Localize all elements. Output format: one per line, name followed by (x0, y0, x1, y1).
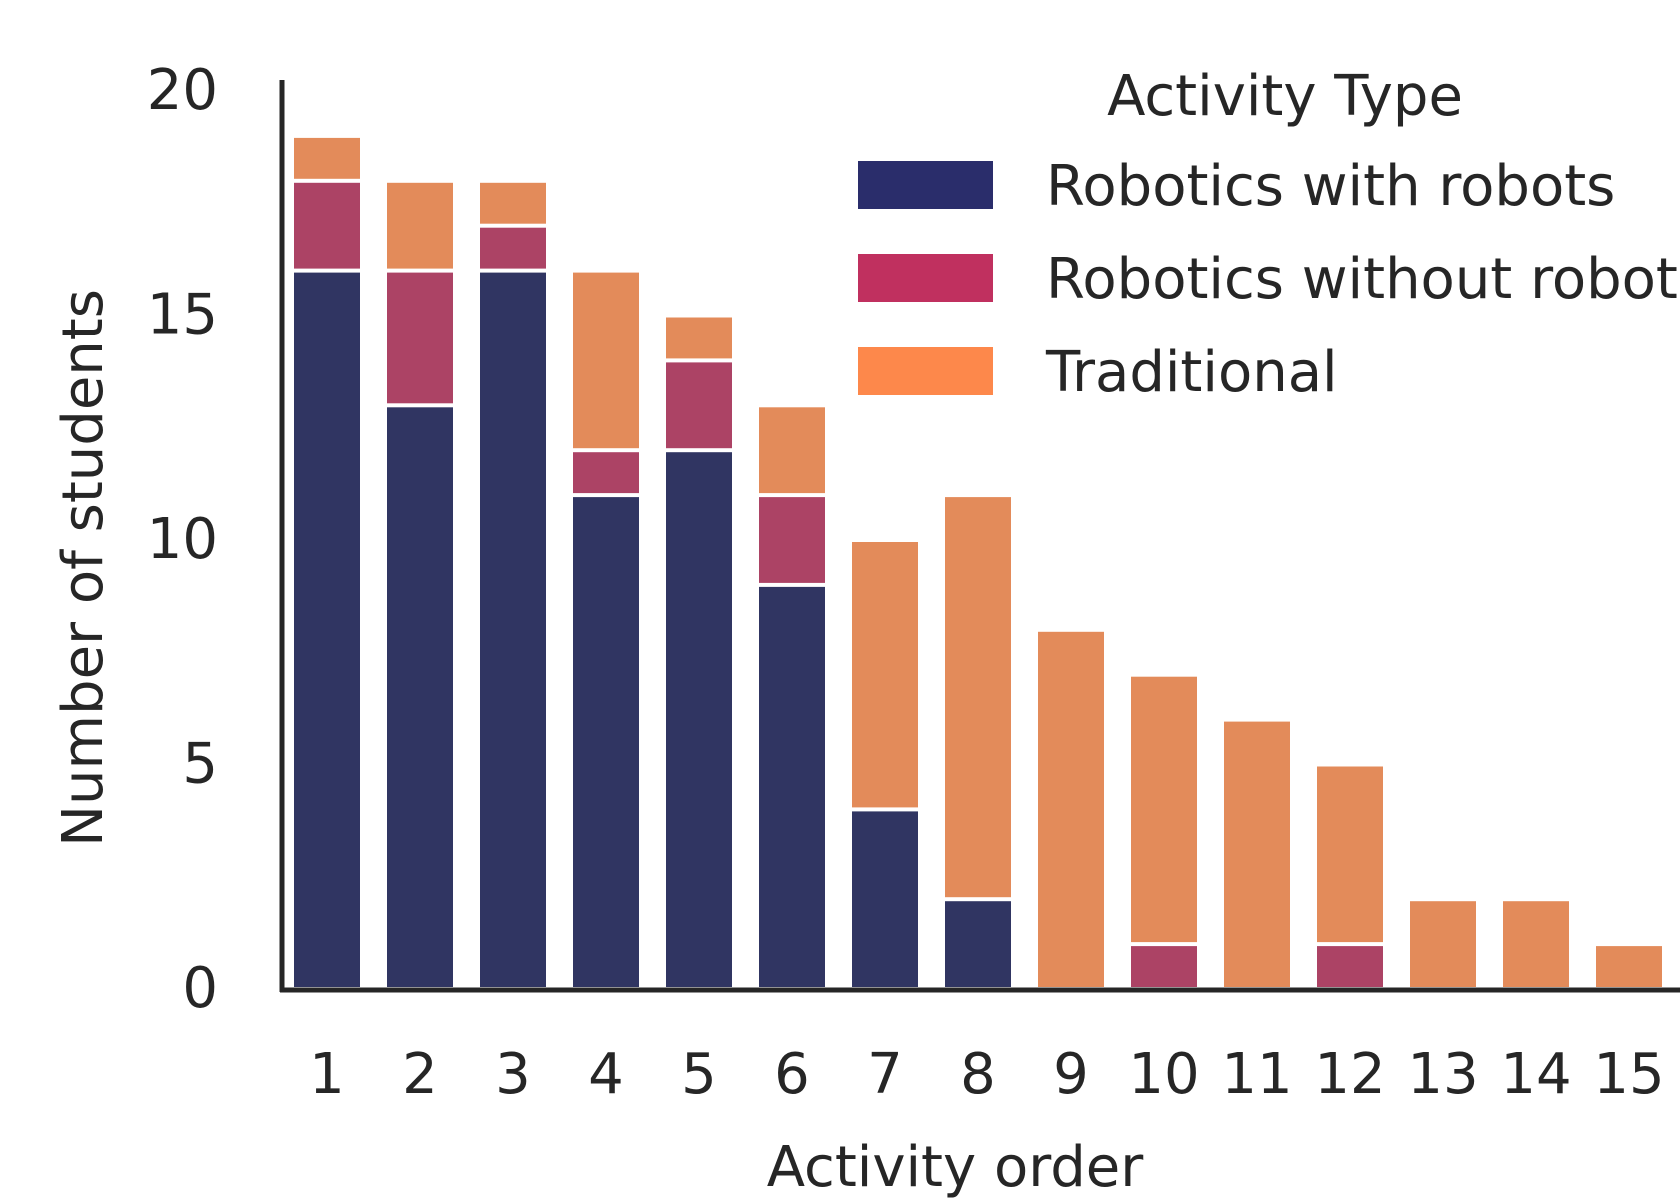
bar-segment-13-series-3 (1410, 901, 1476, 987)
x-tick-label: 9 (1053, 1042, 1089, 1107)
bar-segment-8-series-1 (945, 901, 1011, 987)
bar-segment-9-series-3 (1038, 631, 1104, 987)
x-tick-label: 14 (1500, 1042, 1571, 1107)
y-tick-label: 15 (147, 283, 218, 348)
bars-group (294, 137, 1662, 988)
x-tick-label: 2 (402, 1042, 438, 1107)
bar-segment-15-series-3 (1596, 946, 1662, 987)
bar-segment-2-series-3 (387, 182, 453, 269)
legend-swatch (858, 254, 993, 302)
legend: Activity Type Robotics with robotsRoboti… (858, 64, 1680, 405)
bar-segment-2-series-2 (387, 272, 453, 404)
legend-label: Robotics without robots (1046, 247, 1680, 312)
y-tick-labels: 0 5 10 15 20 (147, 58, 218, 1021)
y-tick-label: 10 (147, 507, 218, 572)
bar-segment-1-series-1 (294, 272, 360, 988)
x-tick-labels: 1 2 3 4 5 6 7 8 9 10 11 12 13 14 15 (309, 1042, 1664, 1107)
x-tick-label: 1 (309, 1042, 345, 1107)
legend-items: Robotics with robots Robotics without rob… (858, 154, 1680, 405)
bar-segment-8-series-3 (945, 497, 1011, 898)
y-tick-label: 20 (147, 58, 218, 123)
legend-swatch (858, 347, 993, 395)
bar-segment-2-series-1 (387, 407, 453, 987)
bar-segment-3-series-2 (480, 227, 546, 269)
x-tick-label: 3 (495, 1042, 531, 1107)
x-tick-label: 8 (960, 1042, 996, 1107)
x-axis-label: Activity order (767, 1135, 1145, 1200)
y-tick-label: 0 (182, 956, 218, 1021)
bar-segment-4-series-2 (573, 452, 639, 494)
bar-segment-7-series-3 (852, 542, 918, 808)
bar-segment-3-series-3 (480, 182, 546, 224)
bar-segment-12-series-2 (1317, 946, 1383, 987)
legend-swatch (858, 161, 993, 209)
x-tick-label: 12 (1314, 1042, 1385, 1107)
legend-label: Traditional (1045, 340, 1338, 405)
y-tick-label: 5 (182, 732, 218, 797)
bar-segment-5-series-1 (666, 452, 732, 987)
bar-segment-4-series-1 (573, 497, 639, 987)
bar-segment-4-series-3 (573, 272, 639, 449)
bar-segment-6-series-1 (759, 586, 825, 987)
bar-segment-6-series-2 (759, 497, 825, 583)
bar-segment-12-series-3 (1317, 766, 1383, 943)
x-tick-label: 15 (1593, 1042, 1664, 1107)
x-tick-label: 11 (1221, 1042, 1292, 1107)
bar-segment-10-series-3 (1131, 676, 1197, 943)
x-tick-label: 4 (588, 1042, 624, 1107)
y-axis-label: Number of students (51, 289, 116, 847)
bar-segment-5-series-2 (666, 362, 732, 449)
legend-label: Robotics with robots (1046, 154, 1615, 219)
x-tick-label: 5 (681, 1042, 717, 1107)
bar-segment-14-series-3 (1503, 901, 1569, 987)
legend-title: Activity Type (1107, 64, 1463, 129)
bar-segment-11-series-3 (1224, 721, 1290, 987)
bar-segment-6-series-3 (759, 407, 825, 494)
bar-segment-1-series-2 (294, 182, 360, 269)
x-tick-label: 6 (774, 1042, 810, 1107)
bar-segment-5-series-3 (666, 317, 732, 359)
bar-segment-3-series-1 (480, 272, 546, 988)
x-tick-label: 10 (1128, 1042, 1199, 1107)
bar-segment-1-series-3 (294, 137, 360, 179)
x-tick-label: 13 (1407, 1042, 1478, 1107)
bar-segment-10-series-2 (1131, 946, 1197, 987)
x-tick-label: 7 (867, 1042, 903, 1107)
bar-segment-7-series-1 (852, 811, 918, 987)
